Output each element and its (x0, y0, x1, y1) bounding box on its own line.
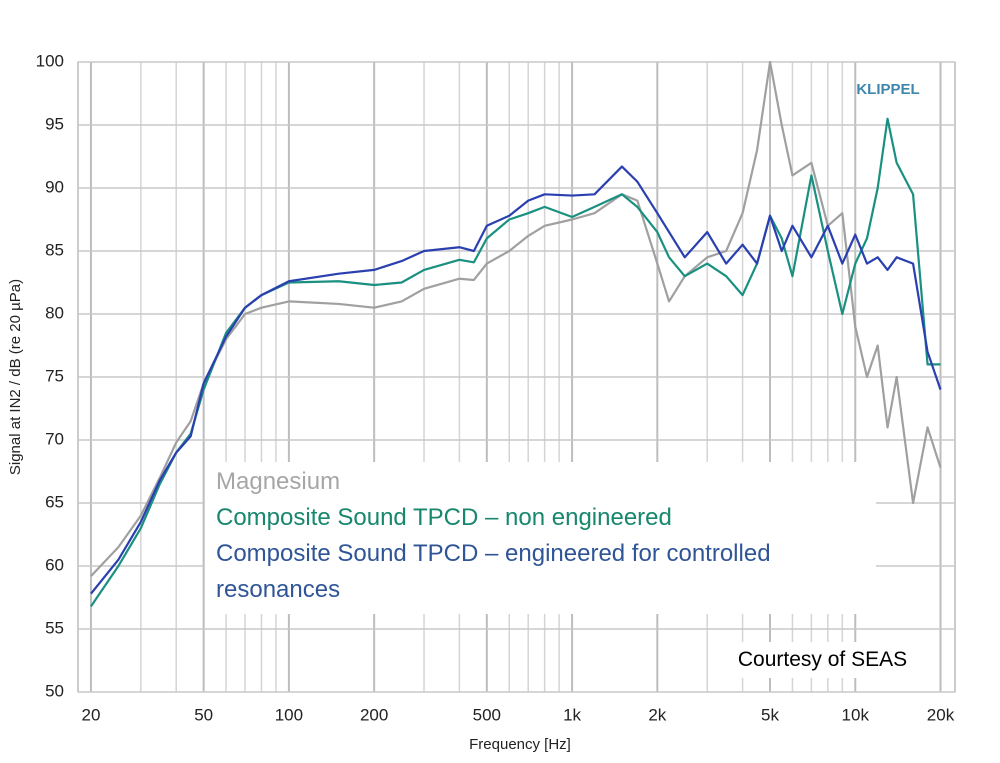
legend: Magnesium Composite Sound TPCD – non engi… (205, 462, 876, 614)
series-line (90, 60, 942, 577)
y-axis-label: Signal at IN2 / dB (re 20 µPa) (7, 279, 24, 475)
y-tick-label: 80 (45, 303, 64, 322)
credit: Courtesy of SEAS (720, 642, 925, 678)
x-tick-label: 50 (194, 705, 213, 724)
y-tick-label: 90 (45, 177, 64, 196)
x-tick-label: 20k (927, 705, 955, 724)
y-tick-label: 75 (45, 366, 64, 385)
y-tick-label: 85 (45, 240, 64, 259)
legend-entry: Magnesium (216, 468, 341, 495)
y-tick-label: 50 (45, 681, 64, 700)
x-tick-label: 20 (81, 705, 100, 724)
y-tick-label: 95 (45, 114, 64, 133)
x-tick-label: 500 (473, 705, 501, 724)
x-tick-label: 10k (842, 705, 870, 724)
y-tick-label: 60 (45, 555, 64, 574)
x-tick-label: 100 (275, 705, 303, 724)
klippel-logo: KLIPPEL (856, 81, 919, 98)
legend-entry: Composite Sound TPCD – engineered for co… (216, 540, 771, 603)
x-tick-label: 5k (761, 705, 779, 724)
x-tick-label: 1k (563, 705, 581, 724)
legend-entry: Composite Sound TPCD – non engineered (216, 504, 672, 531)
y-tick-label: 65 (45, 492, 64, 511)
x-tick-label: 200 (360, 705, 388, 724)
x-axis-label: Frequency [Hz] (469, 736, 571, 753)
y-tick-label: 55 (45, 618, 64, 637)
series-line (90, 165, 942, 595)
x-tick-label: 2k (648, 705, 666, 724)
y-tick-label: 70 (45, 429, 64, 448)
y-tick-label: 100 (36, 51, 64, 70)
